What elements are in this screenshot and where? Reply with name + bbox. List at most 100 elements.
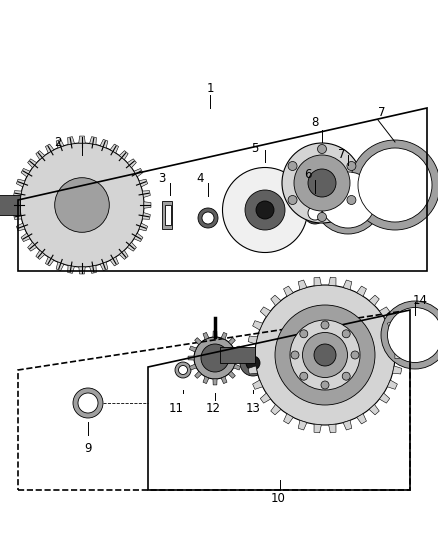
Ellipse shape bbox=[202, 212, 214, 224]
Polygon shape bbox=[357, 286, 367, 296]
Polygon shape bbox=[14, 191, 21, 197]
Ellipse shape bbox=[314, 344, 336, 366]
Text: 12: 12 bbox=[205, 401, 220, 415]
Polygon shape bbox=[134, 168, 143, 177]
Polygon shape bbox=[236, 356, 242, 360]
Polygon shape bbox=[221, 333, 227, 340]
Polygon shape bbox=[194, 337, 201, 345]
Ellipse shape bbox=[290, 320, 360, 390]
Polygon shape bbox=[139, 179, 148, 187]
Ellipse shape bbox=[223, 167, 307, 253]
Polygon shape bbox=[203, 376, 209, 384]
Ellipse shape bbox=[320, 172, 376, 228]
Polygon shape bbox=[13, 202, 20, 208]
Ellipse shape bbox=[381, 301, 438, 369]
Polygon shape bbox=[144, 202, 151, 208]
Polygon shape bbox=[379, 393, 390, 403]
Ellipse shape bbox=[240, 350, 266, 376]
Ellipse shape bbox=[201, 344, 229, 372]
Bar bbox=[220, 347, 255, 363]
Polygon shape bbox=[298, 421, 307, 430]
Polygon shape bbox=[79, 136, 85, 143]
Ellipse shape bbox=[314, 166, 382, 234]
Polygon shape bbox=[194, 372, 201, 378]
Ellipse shape bbox=[294, 155, 350, 211]
Ellipse shape bbox=[342, 330, 350, 338]
Polygon shape bbox=[328, 424, 336, 433]
Polygon shape bbox=[16, 179, 25, 187]
Ellipse shape bbox=[358, 148, 432, 222]
Ellipse shape bbox=[194, 337, 236, 379]
Polygon shape bbox=[89, 136, 96, 144]
Polygon shape bbox=[271, 405, 281, 415]
Polygon shape bbox=[213, 379, 217, 385]
Polygon shape bbox=[283, 414, 293, 424]
Polygon shape bbox=[67, 136, 74, 144]
Polygon shape bbox=[369, 405, 379, 415]
Polygon shape bbox=[142, 191, 150, 197]
Ellipse shape bbox=[246, 356, 260, 370]
Polygon shape bbox=[228, 372, 235, 378]
Polygon shape bbox=[314, 277, 321, 286]
Polygon shape bbox=[248, 336, 258, 344]
Polygon shape bbox=[248, 366, 258, 374]
Polygon shape bbox=[189, 364, 197, 370]
Polygon shape bbox=[260, 393, 271, 403]
Ellipse shape bbox=[318, 213, 326, 222]
Ellipse shape bbox=[300, 372, 308, 380]
Polygon shape bbox=[119, 151, 128, 160]
Polygon shape bbox=[46, 257, 54, 266]
Polygon shape bbox=[127, 243, 136, 251]
Polygon shape bbox=[247, 351, 255, 359]
Polygon shape bbox=[233, 364, 240, 370]
Bar bbox=[0, 195, 20, 215]
Polygon shape bbox=[233, 346, 240, 352]
Ellipse shape bbox=[55, 177, 110, 232]
Ellipse shape bbox=[275, 305, 375, 405]
Polygon shape bbox=[36, 251, 45, 260]
Text: 6: 6 bbox=[304, 168, 312, 182]
Text: 4: 4 bbox=[196, 172, 204, 184]
Ellipse shape bbox=[73, 388, 103, 418]
Ellipse shape bbox=[321, 321, 329, 329]
Text: 7: 7 bbox=[338, 149, 346, 161]
Ellipse shape bbox=[300, 330, 308, 338]
Ellipse shape bbox=[304, 202, 326, 224]
Polygon shape bbox=[14, 213, 21, 220]
Polygon shape bbox=[395, 351, 403, 359]
Ellipse shape bbox=[351, 351, 359, 359]
Polygon shape bbox=[79, 267, 85, 274]
Ellipse shape bbox=[347, 161, 356, 171]
Ellipse shape bbox=[245, 190, 285, 230]
Ellipse shape bbox=[175, 362, 191, 378]
Polygon shape bbox=[89, 265, 96, 273]
Ellipse shape bbox=[288, 196, 297, 205]
Polygon shape bbox=[28, 243, 37, 251]
Polygon shape bbox=[343, 280, 352, 289]
Polygon shape bbox=[46, 144, 54, 153]
Polygon shape bbox=[56, 139, 64, 148]
Polygon shape bbox=[110, 144, 119, 153]
Text: 5: 5 bbox=[251, 141, 259, 155]
Polygon shape bbox=[119, 251, 128, 260]
Polygon shape bbox=[100, 139, 108, 148]
Ellipse shape bbox=[291, 351, 299, 359]
Text: 1: 1 bbox=[206, 82, 214, 94]
Ellipse shape bbox=[308, 169, 336, 197]
Ellipse shape bbox=[321, 381, 329, 389]
Ellipse shape bbox=[303, 333, 347, 377]
Ellipse shape bbox=[288, 161, 297, 171]
Ellipse shape bbox=[388, 308, 438, 362]
Ellipse shape bbox=[282, 143, 362, 223]
Text: 11: 11 bbox=[169, 401, 184, 415]
Ellipse shape bbox=[308, 206, 322, 220]
Ellipse shape bbox=[20, 143, 144, 267]
Polygon shape bbox=[142, 213, 150, 220]
Polygon shape bbox=[213, 331, 217, 337]
Text: 10: 10 bbox=[271, 491, 286, 505]
Polygon shape bbox=[56, 262, 64, 271]
Polygon shape bbox=[260, 307, 271, 317]
Ellipse shape bbox=[347, 196, 356, 205]
Polygon shape bbox=[387, 321, 397, 330]
Polygon shape bbox=[134, 233, 143, 241]
